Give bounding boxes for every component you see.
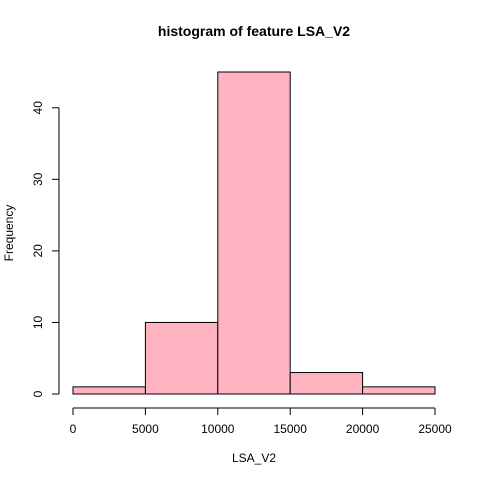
histogram-bar-2 [217,71,291,395]
y-tick-label-0: 0 [31,390,45,397]
y-tick-label-4: 40 [31,101,45,115]
histogram-bar-4 [362,386,436,395]
y-tick-label-3: 30 [31,172,45,186]
histogram-bar-1 [144,321,219,395]
x-tick-label-4: 20000 [346,422,380,436]
histogram-bar-3 [289,372,364,395]
y-axis-label: Frequency [2,205,16,262]
x-tick-label-3: 15000 [274,422,308,436]
x-ticks-group: 0 5000 10000 15000 20000 25000 [70,408,452,436]
y-ticks-group: 0 10 20 30 40 [31,101,59,397]
histogram-bar-0 [72,386,146,395]
x-tick-label-0: 0 [70,422,77,436]
x-tick-label-5: 25000 [418,422,452,436]
chart-title: histogram of feature LSA_V2 [158,23,350,39]
bars-group [72,71,436,395]
y-tick-label-2: 20 [31,244,45,258]
y-tick-label-1: 10 [31,315,45,329]
x-tick-label-1: 5000 [132,422,159,436]
x-tick-label-2: 10000 [201,422,235,436]
x-axis-label: LSA_V2 [232,451,276,465]
